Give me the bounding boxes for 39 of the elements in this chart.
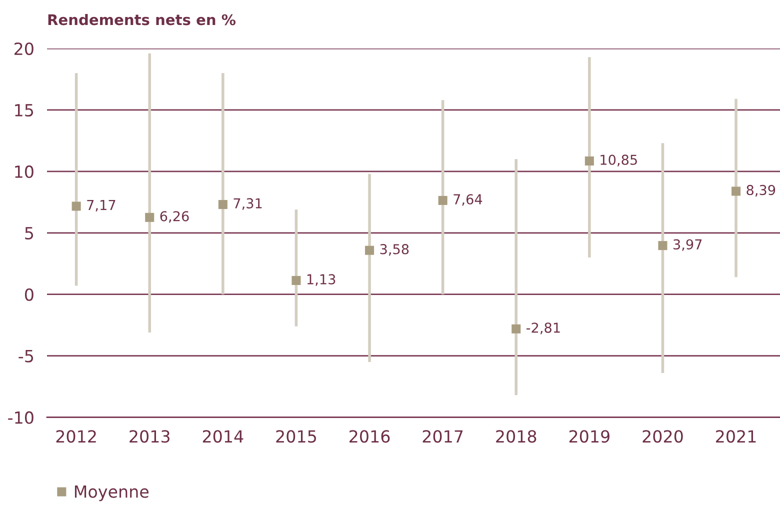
data-label: 3,58: [380, 244, 409, 256]
legend-label: Moyenne: [74, 485, 149, 502]
x-tick-label: 2016: [350, 430, 390, 443]
data-label: 3,97: [673, 239, 702, 251]
point: [658, 241, 668, 250]
data-label: 7,64: [454, 194, 482, 206]
y-tick-label: -5: [18, 350, 34, 362]
data-label: 7,31: [234, 198, 262, 210]
y-tick-label: 20: [14, 42, 34, 56]
point: [72, 202, 81, 211]
point: [365, 246, 374, 255]
y-tick-label: 15: [15, 104, 34, 117]
x-tick-label: 2021: [716, 430, 756, 443]
point: [292, 276, 301, 285]
x-tick-label: 2012: [56, 430, 96, 443]
data-label: 10,85: [600, 154, 637, 166]
point: [218, 200, 228, 210]
point: [584, 156, 594, 166]
point: [732, 186, 741, 196]
y-tick-label: -10: [8, 411, 34, 424]
x-tick-label: 2019: [569, 430, 610, 443]
x-tick-label: 2013: [130, 430, 170, 443]
data-label: 8,39: [746, 184, 776, 197]
y-tick-label: 0: [24, 288, 34, 301]
data-label: 6,26: [160, 211, 189, 223]
point: [145, 212, 154, 222]
data-label: 7,17: [87, 200, 116, 212]
x-tick-label: 2015: [276, 430, 316, 443]
y-tick-label: 10: [15, 165, 34, 178]
x-tick-label: 2020: [642, 430, 683, 443]
x-tick-label: 2018: [496, 430, 536, 443]
data-label: 1,13: [307, 274, 336, 286]
x-tick-label: 2017: [422, 430, 463, 443]
data-label: -2,81: [526, 322, 560, 334]
x-tick-label: 2014: [202, 430, 244, 443]
y-axis-title: Rendements nets en %: [48, 14, 236, 26]
y-tick-label: 5: [25, 227, 34, 240]
point: [512, 324, 521, 334]
point: [438, 196, 448, 205]
